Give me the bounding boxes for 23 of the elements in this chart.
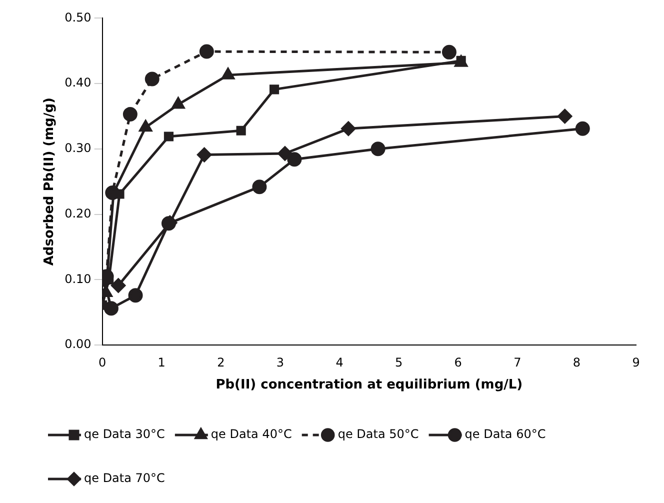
x-axis-title: Pb(II) concentration at equilibrium (mg/L) bbox=[216, 378, 523, 393]
x-tick-label: 9 bbox=[632, 355, 640, 370]
x-tick-label: 3 bbox=[276, 355, 284, 370]
x-tick-label: 2 bbox=[217, 355, 225, 370]
x-tick-label: 0 bbox=[98, 355, 106, 370]
x-tick-label: 8 bbox=[572, 355, 581, 370]
y-tick-label: 0.50 bbox=[64, 10, 92, 24]
x-tick-label: 4 bbox=[336, 355, 344, 370]
legend-label: qe Data 60°C bbox=[464, 427, 546, 442]
y-axis-title: Adsorbed Pb(II) (mg/g) bbox=[42, 98, 58, 266]
x-tick-label: 7 bbox=[514, 355, 522, 370]
y-tick-label: 0.30 bbox=[64, 141, 92, 156]
y-tick-label: 0.00 bbox=[64, 337, 92, 352]
y-tick-label: 0.20 bbox=[64, 206, 92, 220]
legend-label: qe Data 30°C bbox=[84, 427, 165, 442]
legend-label: qe Data 70°C bbox=[84, 471, 165, 486]
legend-label: qe Data 40°C bbox=[210, 427, 292, 442]
x-tick-label: 1 bbox=[158, 355, 166, 370]
y-tick-label: 0.10 bbox=[64, 272, 92, 286]
x-tick-label: 6 bbox=[454, 355, 462, 370]
legend-label: qe Data 50°C bbox=[338, 427, 419, 442]
y-tick-label: 0.40 bbox=[64, 76, 92, 90]
x-tick-label: 5 bbox=[394, 355, 403, 370]
